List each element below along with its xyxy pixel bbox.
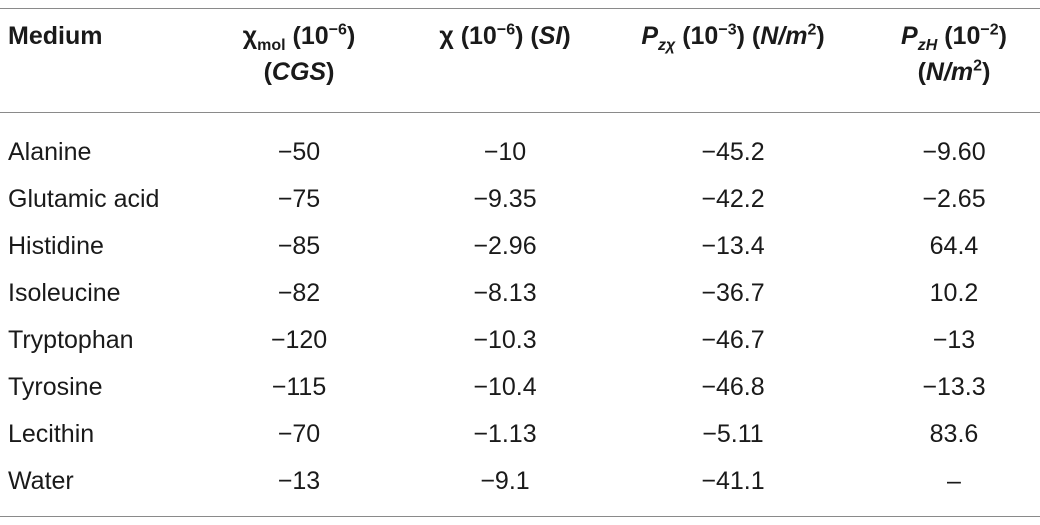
table-row: Histidine −85 −2.96 −13.4 64.4 (0, 223, 1040, 270)
p-z-h-cell: 64.4 (929, 232, 979, 260)
p-z-chi-cell: −13.4 (701, 232, 765, 260)
p-z-chi-cell: −42.2 (701, 185, 765, 213)
chi-cell: −8.13 (473, 279, 537, 307)
header-chi-mol-line2: (CGS) (263, 58, 335, 86)
table-row: Lecithin −70 −1.13 −5.11 83.6 (0, 411, 1040, 458)
chi-mol-cell: −50 (277, 138, 321, 166)
table-row: Alanine −50 −10 −45.2 −9.60 (0, 129, 1040, 176)
table-row: Water −13 −9.1 −41.1 – (0, 458, 1040, 505)
p-z-chi-cell: −41.1 (701, 467, 765, 495)
header-p-z-h-line1: PzH (10−2) (901, 21, 1007, 54)
chi-mol-cell: −13 (277, 467, 321, 495)
chi-mol-cell: −75 (277, 185, 321, 213)
chi-cell: −10.4 (473, 373, 537, 401)
top-rule (0, 8, 1040, 9)
medium-cell: Glutamic acid (8, 185, 160, 213)
medium-cell: Lecithin (8, 420, 95, 448)
p-z-h-cell: −13 (932, 326, 976, 354)
p-z-chi-cell: −36.7 (701, 279, 765, 307)
table-row: Isoleucine −82 −8.13 −36.7 10.2 (0, 270, 1040, 317)
header-medium: Medium (8, 22, 103, 50)
chi-cell: −2.96 (473, 232, 537, 260)
header-p-z-h-line2: (N/m2) (917, 57, 991, 86)
chi-mol-cell: −85 (277, 232, 321, 260)
bottom-rule (0, 516, 1040, 517)
p-z-h-cell: −2.65 (922, 185, 986, 213)
medium-cell: Histidine (8, 232, 104, 260)
medium-cell: Isoleucine (8, 279, 121, 307)
p-z-h-cell: −13.3 (922, 373, 986, 401)
table-row: Tyrosine −115 −10.4 −46.8 −13.3 (0, 364, 1040, 411)
p-z-h-cell: 10.2 (929, 279, 979, 307)
header-chi-mol-line1: χmol (10−6) (242, 21, 356, 54)
p-z-chi-cell: −5.11 (702, 420, 764, 448)
chi-mol-cell: −115 (271, 373, 327, 401)
header-chi: χ (10−6) (SI) (439, 21, 571, 50)
p-z-h-cell: 83.6 (929, 420, 979, 448)
p-z-chi-cell: −45.2 (701, 138, 765, 166)
header-p-z-h: PzH (10−2) (N/m2) (874, 18, 1034, 90)
medium-cell: Water (8, 467, 74, 495)
table-row: Tryptophan −120 −10.3 −46.7 −13 (0, 317, 1040, 364)
p-z-h-cell: – (947, 467, 961, 495)
chi-cell: −1.13 (473, 420, 537, 448)
chi-cell: −10.3 (473, 326, 537, 354)
table-row: Glutamic acid −75 −9.35 −42.2 −2.65 (0, 176, 1040, 223)
chi-mol-cell: −82 (277, 279, 321, 307)
chi-mol-cell: −120 (270, 326, 328, 354)
medium-cell: Tyrosine (8, 373, 103, 401)
p-z-chi-cell: −46.7 (701, 326, 765, 354)
medium-cell: Alanine (8, 138, 92, 166)
header-chi-mol: χmol (10−6) (CGS) (214, 18, 384, 90)
chi-mol-cell: −70 (277, 420, 321, 448)
p-z-chi-cell: −46.8 (701, 373, 765, 401)
header-p-z-chi: Pzχ (10−3) (N/m2) (641, 21, 825, 54)
chi-cell: −9.1 (480, 467, 530, 495)
chi-cell: −10 (483, 138, 527, 166)
medium-cell: Tryptophan (8, 326, 134, 354)
chi-cell: −9.35 (473, 185, 537, 213)
header-rule (0, 112, 1040, 113)
p-z-h-cell: −9.60 (922, 138, 986, 166)
